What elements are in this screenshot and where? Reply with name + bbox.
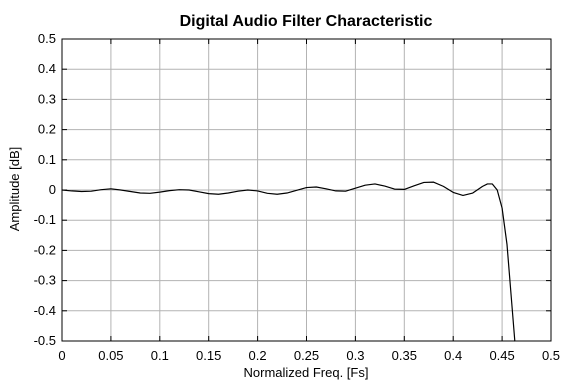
series-line-1 xyxy=(61,181,516,342)
y-tick-label: -0.4 xyxy=(34,303,56,318)
y-tick-label: -0.1 xyxy=(34,212,56,227)
y-tick-label: 0.1 xyxy=(38,152,56,167)
x-tick-label: 0.3 xyxy=(346,348,364,363)
x-tick-label: 0 xyxy=(58,348,65,363)
y-tick-label: 0.3 xyxy=(38,91,56,106)
tick-label-layer: 0 0.05 0.1 0.15 0.2 0.25 0.3 0.35 0.4 0.45 0.5 0.5 0… xyxy=(34,31,560,363)
y-tick-label: 0.5 xyxy=(38,31,56,46)
x-tick-label: 0.35 xyxy=(392,348,417,363)
series-layer xyxy=(61,181,516,342)
x-tick-label: 0.1 xyxy=(151,348,169,363)
x-tick-label: 0.15 xyxy=(196,348,221,363)
x-tick-label: 0.05 xyxy=(98,348,123,363)
y-tick-label: 0.4 xyxy=(38,61,56,76)
grid-layer xyxy=(62,39,551,341)
x-tick-label: 0.25 xyxy=(294,348,319,363)
x-tick-label: 0.5 xyxy=(542,348,560,363)
y-axis-title: Amplitude [dB] xyxy=(7,147,22,232)
chart-title: Digital Audio Filter Characteristic xyxy=(180,13,433,30)
x-tick-label: 0.4 xyxy=(444,348,462,363)
y-tick-label: -0.2 xyxy=(34,242,56,257)
y-tick-label: -0.3 xyxy=(34,273,56,288)
y-tick-label: 0 xyxy=(49,182,56,197)
x-axis-title: Normalized Freq. [Fs] xyxy=(244,365,369,380)
y-tick-label: -0.5 xyxy=(34,333,56,348)
x-tick-label: 0.2 xyxy=(249,348,267,363)
y-tick-label: 0.2 xyxy=(38,122,56,137)
x-tick-label: 0.45 xyxy=(489,348,514,363)
